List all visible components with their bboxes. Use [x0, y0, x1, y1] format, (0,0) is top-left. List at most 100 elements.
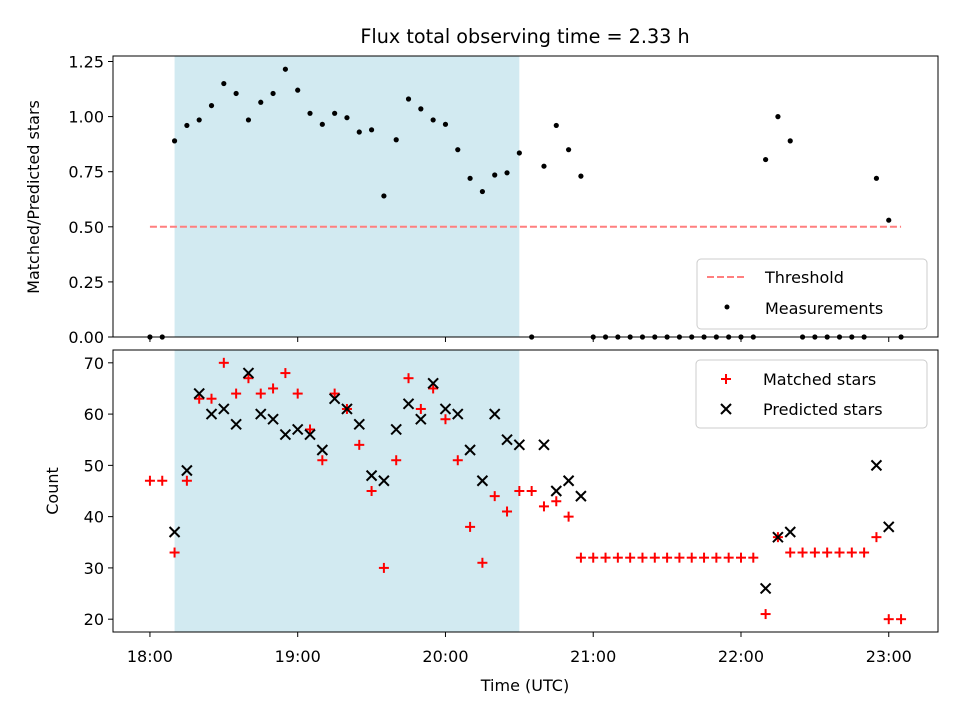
predicted-star-point	[427, 377, 439, 390]
bottom-x-axis-label: Time (UTC)	[480, 676, 569, 695]
matched-star-point	[809, 547, 820, 558]
matched-star-point	[514, 486, 525, 496]
top-y-tick-label: 0.00	[68, 328, 104, 347]
matched-star-point	[723, 552, 734, 563]
matched-star-point	[329, 388, 340, 399]
matched-star-point	[305, 424, 316, 435]
top-y-tick-label: 1.25	[68, 53, 104, 72]
measurement-point	[319, 121, 325, 127]
predicted-star-point	[476, 475, 489, 487]
matched-star-point	[883, 614, 894, 625]
bottom-x-tick-label: 23:00	[866, 647, 912, 666]
matched-star-point	[686, 552, 697, 563]
matched-star-point	[896, 614, 907, 625]
chart-title: Flux total observing time = 2.33 h	[360, 25, 689, 48]
measurement-point	[393, 137, 399, 143]
matched-star-point	[144, 475, 155, 486]
predicted-star-point	[390, 423, 402, 436]
matched-star-point	[625, 552, 636, 563]
matched-star-point	[834, 547, 845, 558]
predicted-star-point	[784, 526, 796, 538]
matched-star-point	[600, 552, 611, 563]
measurement-point	[221, 80, 227, 87]
predicted-star-point	[279, 428, 292, 441]
bottom-y-tick-label: 20	[84, 610, 104, 629]
matched-star-point	[822, 547, 833, 558]
predicted-star-point	[242, 367, 255, 379]
matched-star-point	[760, 609, 771, 620]
predicted-star-point	[378, 475, 390, 487]
matched-star-point	[268, 383, 279, 394]
matched-star-point	[231, 388, 242, 399]
predicted-stars-layer	[168, 367, 895, 595]
matched-star-point	[378, 562, 389, 573]
matched-star-point	[206, 393, 217, 404]
bottom-y-tick-label: 60	[84, 405, 104, 424]
top-legend: Threshold Measurements	[696, 258, 928, 330]
top-y-axis: 0.00 0.25 0.50 0.75 1.00 1.25	[68, 53, 113, 347]
measurement-point	[516, 150, 522, 156]
matched-star-point	[477, 557, 488, 568]
measurement-point	[492, 172, 498, 178]
top-legend-box	[696, 258, 928, 330]
matched-star-point	[194, 393, 205, 404]
bottom-plot-frame	[112, 349, 939, 633]
matched-legend-label: Matched stars	[763, 370, 876, 389]
bottom-x-tick-label: 19:00	[275, 647, 321, 666]
measurement-point	[775, 114, 781, 120]
bottom-y-tick-label: 30	[84, 559, 104, 578]
measurement-point	[565, 147, 572, 153]
measurement-point	[886, 217, 892, 223]
measurement-point	[270, 90, 276, 97]
matched-star-point	[292, 388, 303, 399]
predicted-star-point	[439, 403, 452, 415]
measurement-point	[381, 193, 387, 199]
measurement-point	[184, 122, 190, 129]
matched-star-point	[391, 455, 402, 466]
bottom-y-axis-label: Count	[43, 467, 62, 515]
predicted-star-point	[341, 403, 353, 415]
bottom-shaded-interval	[174, 350, 520, 632]
predicted-star-point	[255, 408, 267, 420]
matched-star-point	[711, 552, 722, 563]
measurement-point	[356, 129, 362, 135]
predicted-star-point	[230, 418, 242, 431]
top-y-axis-label: Matched/Predicted stars	[24, 100, 43, 294]
predicted-star-point	[883, 521, 895, 533]
matched-star-point	[280, 368, 291, 379]
matched-star-point	[859, 547, 870, 558]
matched-star-point	[415, 403, 426, 414]
top-x-ticks	[149, 337, 890, 342]
measurement-point	[467, 175, 473, 181]
predicted-star-point	[402, 398, 415, 410]
top-shaded-interval	[174, 56, 520, 337]
measurement-point	[245, 117, 252, 123]
measurement-point	[258, 99, 264, 105]
matched-star-point	[871, 532, 882, 543]
bottom-legend-box	[695, 359, 928, 429]
predicted-star-point	[328, 393, 341, 405]
predicted-star-point	[205, 408, 218, 420]
predicted-star-point	[353, 418, 365, 431]
matched-star-point	[317, 455, 328, 466]
bottom-legend: Matched stars Predicted stars	[695, 359, 928, 429]
measurement-point	[295, 87, 301, 93]
top-y-tick-label: 0.50	[68, 218, 104, 237]
matched-star-point	[465, 521, 476, 532]
measurement-point	[873, 175, 880, 181]
matched-star-point	[785, 547, 796, 558]
predicted-legend-label: Predicted stars	[763, 400, 883, 419]
bottom-x-tick-label: 18:00	[127, 647, 173, 666]
predicted-star-point	[550, 485, 562, 497]
matched-star-point	[218, 357, 229, 368]
top-y-tick-label: 0.75	[68, 163, 104, 182]
predicted-star-point	[168, 526, 181, 538]
matched-star-point	[181, 475, 192, 486]
matched-star-point	[366, 486, 377, 496]
matched-star-point	[575, 552, 586, 563]
matched-star-point	[797, 547, 808, 558]
matched-star-point	[157, 475, 168, 486]
measurements-legend-marker	[724, 304, 730, 310]
predicted-star-point	[415, 413, 427, 425]
matched-star-point	[538, 501, 549, 512]
